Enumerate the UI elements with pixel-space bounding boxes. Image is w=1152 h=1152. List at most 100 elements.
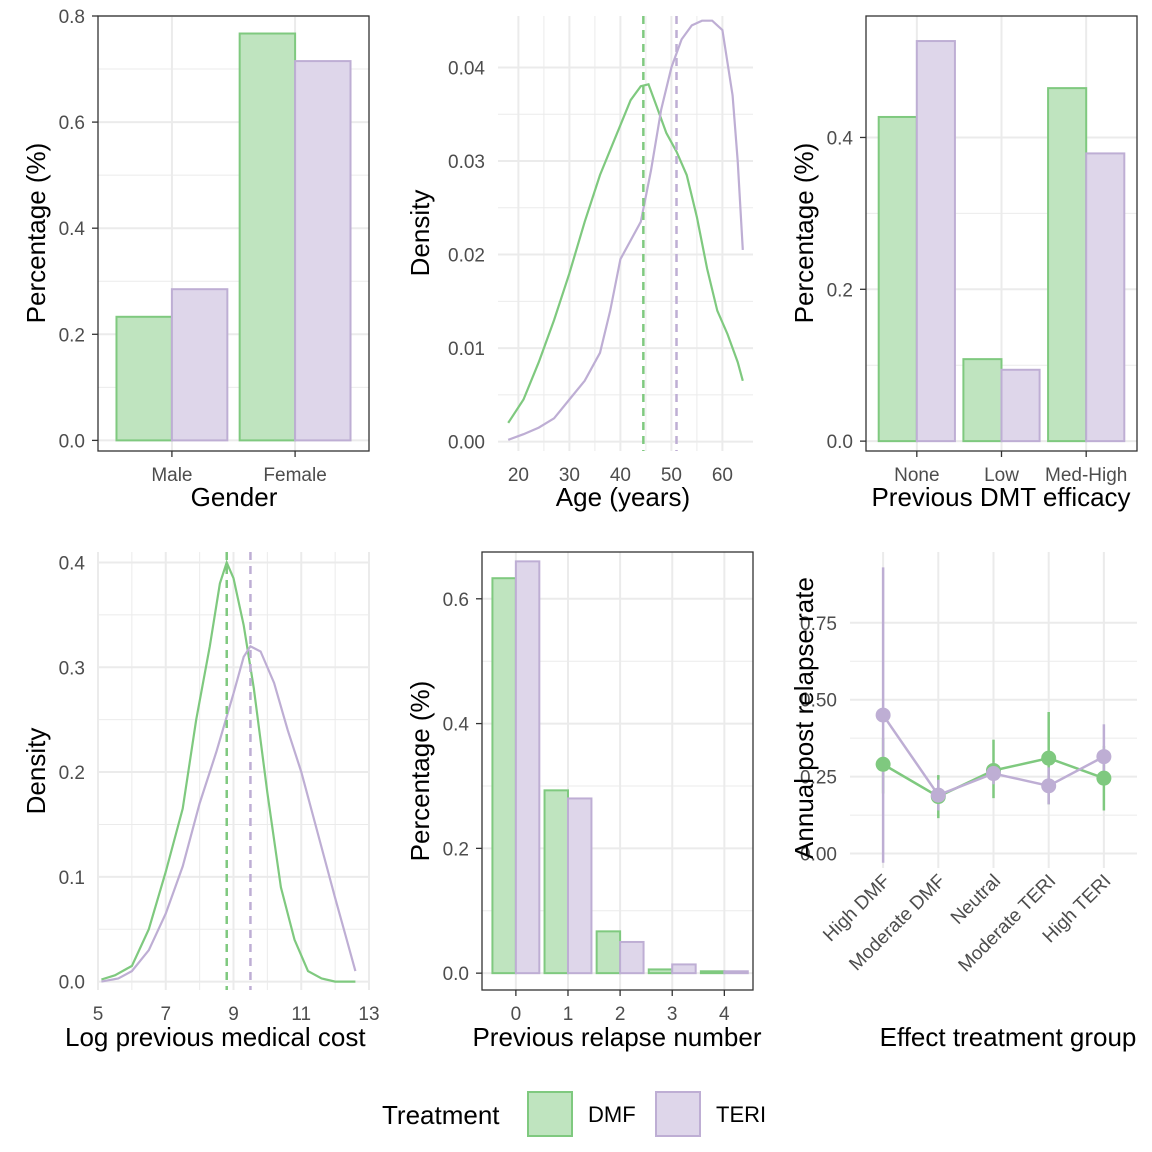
y-tick-label: 0.0 xyxy=(59,431,85,452)
density-line-dmf xyxy=(507,82,744,424)
bar-teri-1 xyxy=(566,797,593,975)
x-axis-title: Previous DMT efficacy xyxy=(871,482,1130,512)
bar-teri-4 xyxy=(723,970,749,975)
y-tick-label: 0.01 xyxy=(448,339,485,360)
x-tick-label: 13 xyxy=(358,1004,379,1025)
y-axis-title: Percentage (%) xyxy=(21,143,51,324)
x-axis-title: Gender xyxy=(191,482,278,512)
y-tick-label: 0.2 xyxy=(443,839,469,860)
dmt-efficacy-bar-chart: 0.0 0.2 0.4 None Low Med-High Percentage (%) Pr… xyxy=(789,15,1138,512)
rate-point-dmf xyxy=(875,756,891,772)
bar-teri-0 xyxy=(514,560,541,975)
y-tick-label: 0.2 xyxy=(59,325,85,346)
legend-label-dmf: DMF xyxy=(588,1102,636,1127)
y-tick-label: 0.4 xyxy=(59,553,86,574)
y-tick-label: 0.4 xyxy=(443,715,470,736)
x-tick-label: Low xyxy=(984,465,1019,486)
bar-teri-med-high xyxy=(1085,152,1126,443)
x-tick-label: 40 xyxy=(610,465,631,486)
x-tick-label: 4 xyxy=(719,1004,730,1025)
legend-title: Treatment xyxy=(382,1100,500,1130)
bar-teri-2 xyxy=(619,940,645,975)
rate-point-dmf xyxy=(1096,770,1112,786)
gender-bar-chart: 0.0 0.2 0.4 0.6 0.8 Male Female Percentage (%) G… xyxy=(21,7,370,512)
y-tick-label: 0.1 xyxy=(59,868,85,889)
treatment-legend: Treatment DMF TERI xyxy=(382,1091,766,1137)
x-tick-label: 50 xyxy=(661,465,682,486)
medical-cost-density-chart: 0.0 0.1 0.2 0.3 0.4 5 7 9 11 13 Density Log previou… xyxy=(21,552,380,1052)
bar-teri-3 xyxy=(671,963,697,975)
y-tick-label: 0.0 xyxy=(443,964,469,985)
bar-dmf-male xyxy=(115,315,173,442)
y-tick-label: 0.2 xyxy=(59,763,85,784)
density-line-teri xyxy=(101,644,357,983)
bar-dmf-med-high xyxy=(1047,87,1088,443)
axis-ticks: 0.0 0.2 0.4 0.6 0.8 Male Female xyxy=(59,7,327,486)
x-axis-title: Previous relapse number xyxy=(472,1022,761,1052)
grid-lines xyxy=(97,552,370,990)
axis-ticks: 0.00 0.01 0.02 0.03 0.04 20 30 40 50 60 xyxy=(448,58,733,486)
rate-point-teri xyxy=(1096,749,1112,765)
x-tick-label: 9 xyxy=(228,1004,239,1025)
bar-teri-female xyxy=(294,60,352,442)
rate-point-dmf xyxy=(1041,750,1057,766)
plot-background xyxy=(498,16,753,451)
panel-border xyxy=(481,551,754,991)
bar-dmf-2 xyxy=(595,930,622,975)
x-axis-title: Effect treatment group xyxy=(880,1022,1137,1052)
y-tick-label: 0.00 xyxy=(800,845,837,866)
chart-marks xyxy=(491,560,749,975)
y-axis-title: Percentage (%) xyxy=(789,143,819,324)
y-tick-label: 0.0 xyxy=(827,432,853,453)
axis-ticks: 0.0 0.2 0.4 0.6 0 1 2 3 4 xyxy=(443,590,730,1025)
y-tick-label: 0.2 xyxy=(827,280,853,301)
bar-teri-male xyxy=(170,288,229,442)
rate-point-teri xyxy=(930,787,946,803)
x-axis-title: Age (years) xyxy=(556,482,690,512)
x-tick-label: 2 xyxy=(615,1004,626,1025)
chart-marks xyxy=(101,552,357,990)
y-tick-label: 0.04 xyxy=(448,58,485,79)
y-axis-title: Annual post relapse rate xyxy=(789,577,819,859)
y-axis-title: Percentage (%) xyxy=(405,681,435,862)
legend-label-teri: TERI xyxy=(716,1102,766,1127)
x-tick-label: Med-High xyxy=(1045,465,1127,486)
relapse-number-bar-chart: 0.0 0.2 0.4 0.6 0 1 2 3 4 Percentage (%) Previous … xyxy=(405,551,762,1052)
chart-marks xyxy=(875,567,1112,863)
y-tick-label: 0.50 xyxy=(800,691,837,712)
bar-dmf-1 xyxy=(543,789,569,975)
y-tick-label: 0.75 xyxy=(800,614,837,635)
x-tick-label: 0 xyxy=(511,1004,522,1025)
bar-dmf-4 xyxy=(699,970,726,975)
x-tick-label: 1 xyxy=(563,1004,574,1025)
chart-marks xyxy=(507,16,744,451)
x-tick-label: 7 xyxy=(160,1004,171,1025)
bar-teri-low xyxy=(1000,368,1041,443)
bar-dmf-0 xyxy=(491,577,517,975)
y-tick-label: 0.6 xyxy=(443,590,469,611)
x-tick-label: 20 xyxy=(508,465,529,486)
x-tick-label: 60 xyxy=(712,465,733,486)
legend-key-dmf xyxy=(527,1091,573,1137)
x-tick-label: 3 xyxy=(667,1004,678,1025)
y-tick-label: 0.3 xyxy=(59,658,85,679)
rate-point-teri xyxy=(986,766,1001,782)
y-tick-label: 0.03 xyxy=(448,152,485,173)
y-axis-title: Density xyxy=(405,190,435,277)
y-tick-label: 0.00 xyxy=(448,433,485,454)
x-tick-label: Moderate DMF xyxy=(845,871,949,975)
density-line-dmf xyxy=(101,559,356,983)
bar-dmf-low xyxy=(962,358,1003,443)
y-tick-label: 0.8 xyxy=(59,7,85,28)
y-axis-title: Density xyxy=(21,728,51,815)
y-tick-label: 0.4 xyxy=(59,219,86,240)
x-tick-label: 30 xyxy=(559,465,580,486)
chart-marks xyxy=(877,40,1126,443)
x-axis-title: Log previous medical cost xyxy=(65,1022,366,1052)
chart-marks xyxy=(115,32,352,442)
y-tick-label: 0.4 xyxy=(827,128,854,149)
density-line-teri xyxy=(507,19,744,441)
x-tick-label: 11 xyxy=(291,1004,311,1025)
bar-dmf-3 xyxy=(647,968,674,975)
